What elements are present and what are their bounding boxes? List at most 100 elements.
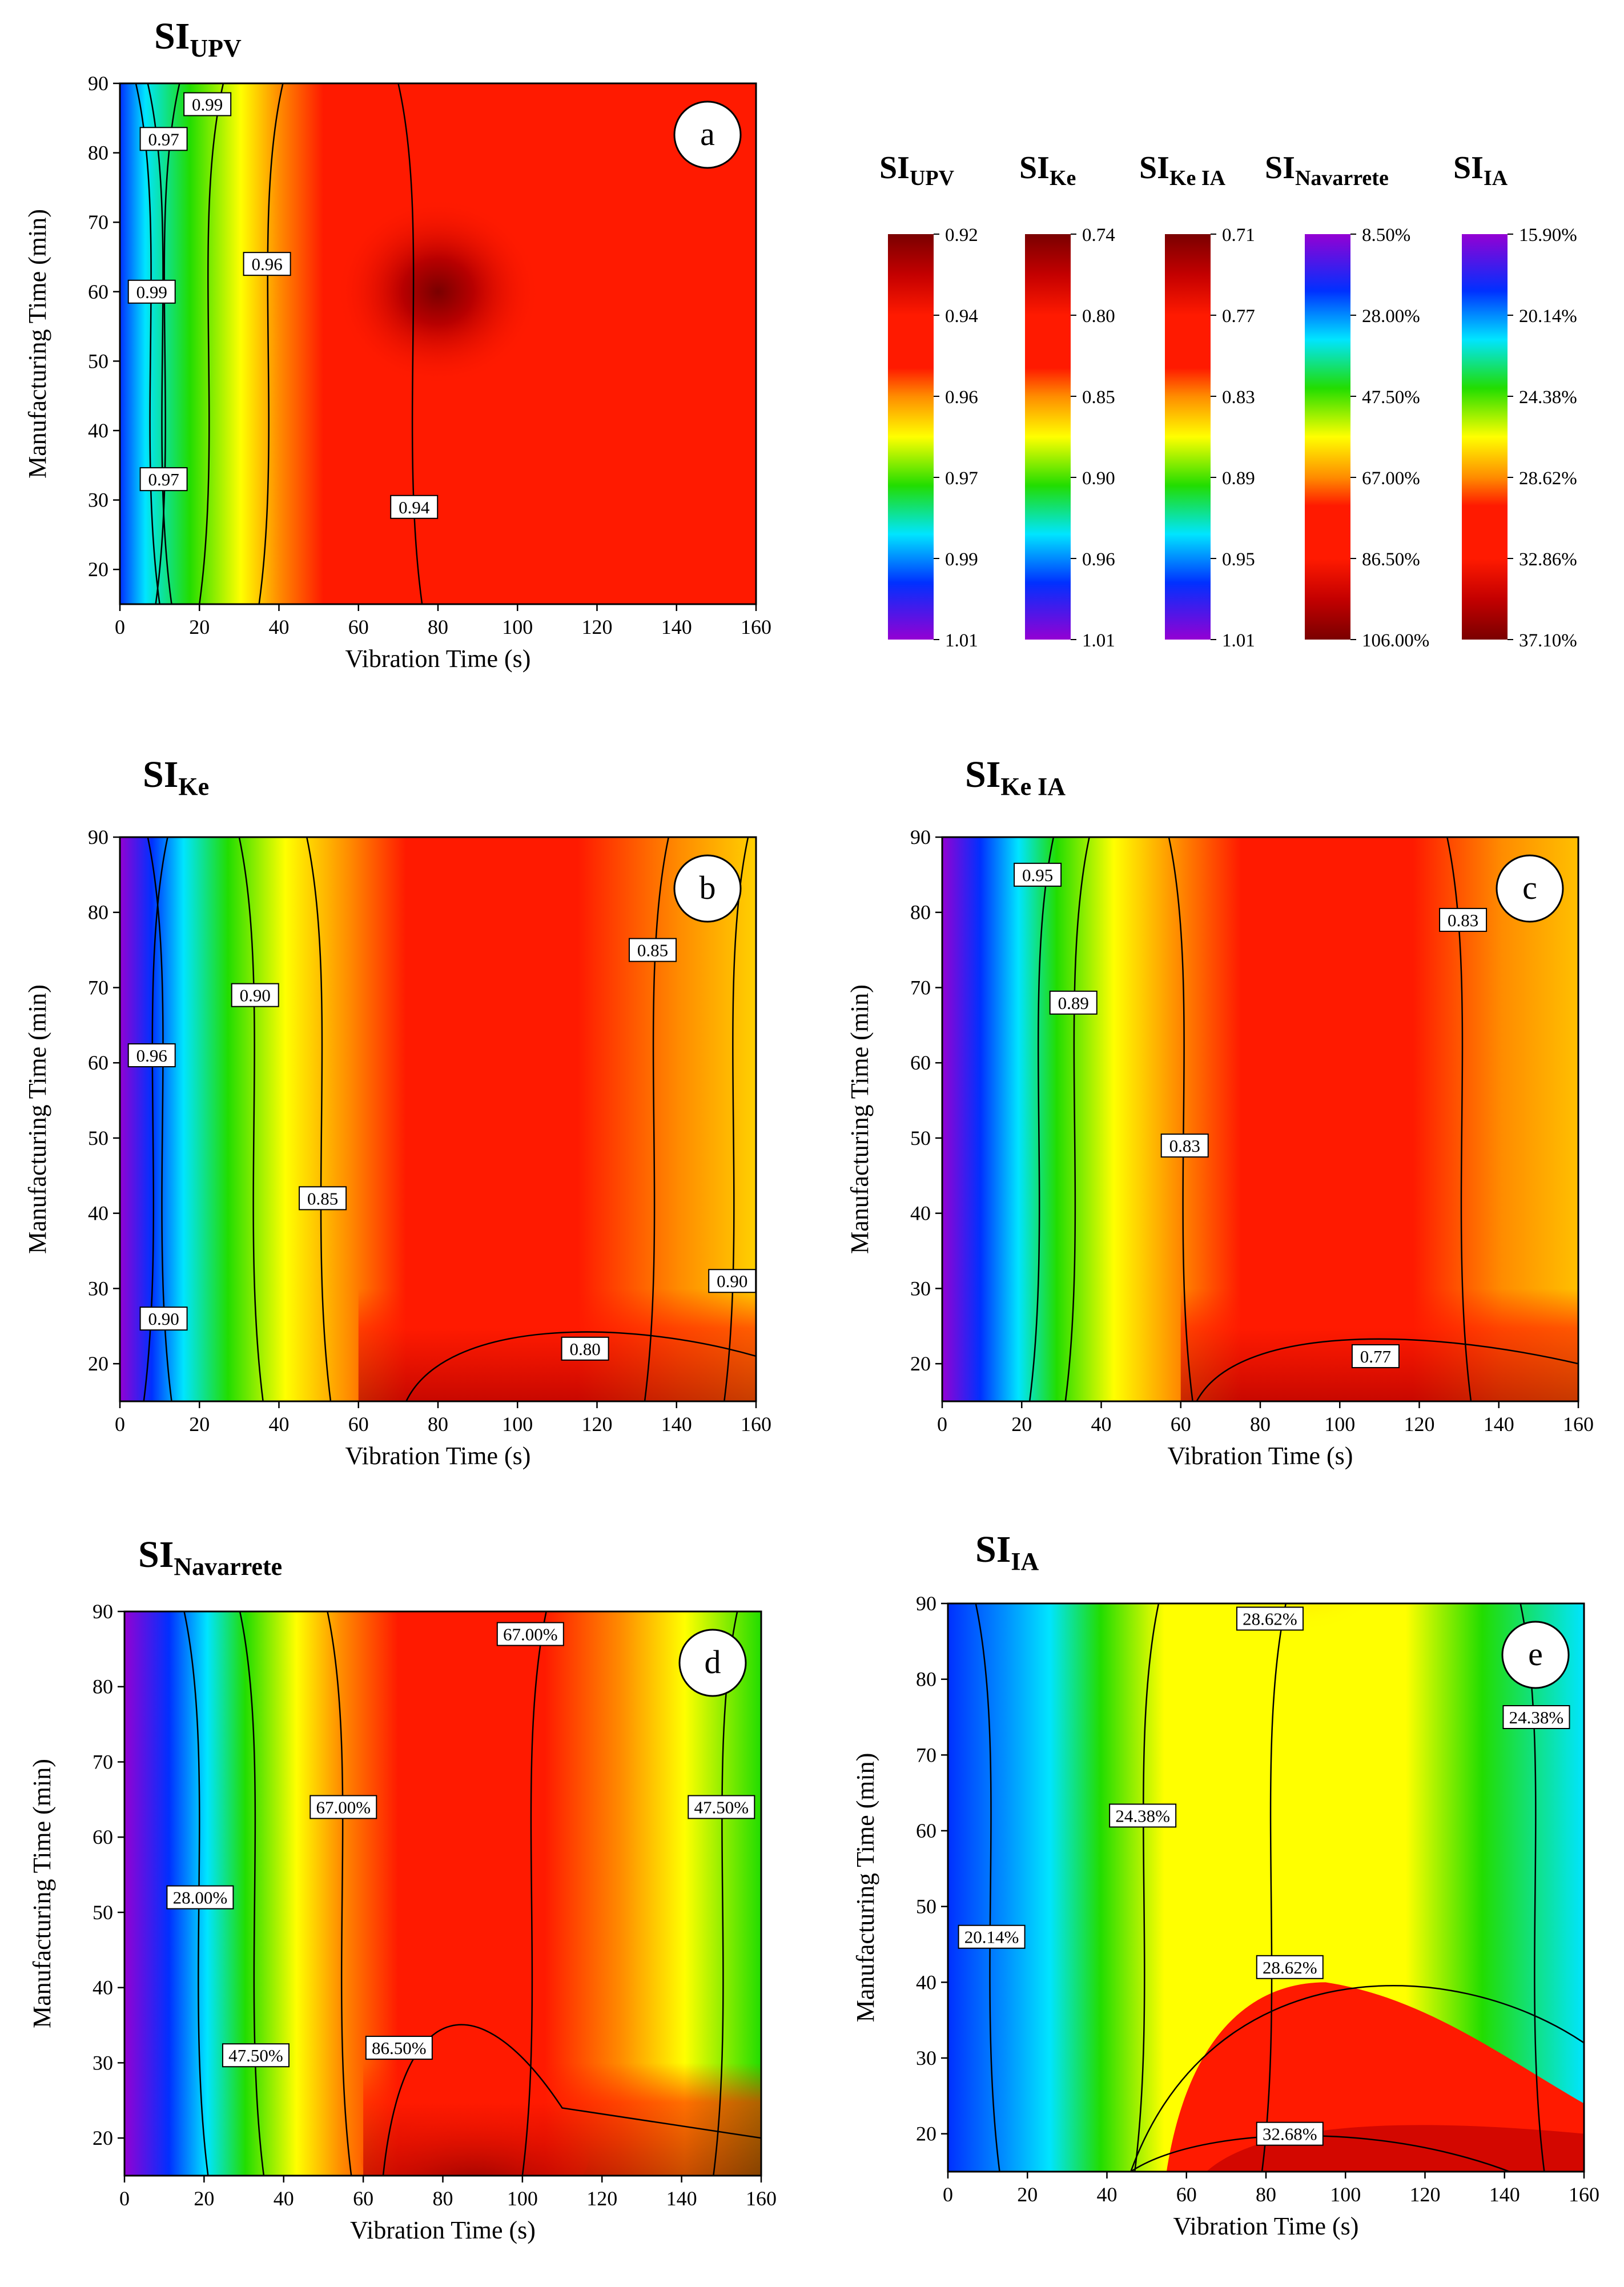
colorbar-title-main: SI <box>1453 150 1484 186</box>
contour-label: 0.90 <box>139 1307 188 1331</box>
contour-label-text: 86.50% <box>372 2038 427 2058</box>
contour-label-text: 0.90 <box>717 1271 747 1291</box>
panel-title-main: SI <box>154 15 190 57</box>
contour-line <box>239 1611 265 2176</box>
y-tick-label: 60 <box>93 1826 113 1848</box>
colorbar-title: SIKe IA <box>1139 150 1226 190</box>
contour-label-box <box>688 1795 755 1819</box>
y-tick-label: 40 <box>93 1976 113 1999</box>
panel-title-main: SI <box>965 754 1000 795</box>
contour-line <box>1028 837 1055 1401</box>
y-tick-label: 70 <box>88 211 108 234</box>
panel-badge-letter: c <box>1522 869 1537 906</box>
y-axis-label: Manufacturing Time (min) <box>23 209 51 479</box>
contour-label: 20.14% <box>958 1924 1026 1949</box>
contour-label-text: 0.83 <box>1448 910 1478 930</box>
contour-label-box <box>1109 1803 1177 1828</box>
contour-label-text: 20.14% <box>964 1927 1019 1947</box>
colorbar-tick-label: 67.00% <box>1362 468 1420 489</box>
panel-e: 28.62% 24.38% 24.38% 20.14% 28.62% 32.68% e 0 20… <box>851 1529 1599 2240</box>
contour-label: 28.62% <box>1256 1955 1324 1979</box>
panel-badge <box>678 1629 747 1697</box>
contour-label-box <box>139 1307 188 1331</box>
colorbar-title-sub: Navarrete <box>1295 166 1389 190</box>
y-tick-label: 90 <box>916 1592 936 1615</box>
contour-label-box <box>1014 862 1062 887</box>
contour-label-text: 24.38% <box>1509 1707 1564 1727</box>
panel-title-main: SI <box>138 1534 174 1575</box>
panel-title: SINavarrete <box>138 1534 282 1581</box>
contour-label-box <box>1439 907 1488 932</box>
contour-label: 0.94 <box>390 495 439 519</box>
contour-label: 0.90 <box>231 983 279 1007</box>
contour-label-text: 67.00% <box>503 1625 558 1645</box>
colorbar-title-main: SI <box>879 150 910 186</box>
x-tick-label: 0 <box>115 616 125 638</box>
panel-title-sub: Navarrete <box>174 1553 282 1581</box>
contour-lines <box>1028 837 1578 1401</box>
contour-label: 0.90 <box>708 1269 757 1293</box>
y-tick-label: 90 <box>910 826 931 849</box>
panel-title-sub: IA <box>1011 1548 1039 1575</box>
x-tick-label: 80 <box>433 2187 453 2210</box>
contour-line <box>382 2024 761 2176</box>
contour-label-box <box>365 2036 433 2060</box>
contour-line <box>1261 1603 1287 2172</box>
contour-label: 0.97 <box>139 127 188 151</box>
contour-label-text: 0.97 <box>148 129 179 149</box>
x-tick-label: 140 <box>661 1413 692 1436</box>
x-tick-label: 40 <box>1091 1413 1112 1436</box>
contour-label: 0.97 <box>139 467 188 492</box>
x-tick-label: 160 <box>1563 1413 1594 1436</box>
contour-label: 67.00% <box>309 1795 377 1819</box>
colorbar-title: SIIA <box>1453 150 1508 190</box>
y-tick-label: 50 <box>910 1127 931 1149</box>
y-tick-label: 80 <box>88 901 108 924</box>
colorbar-tick-label: 1.01 <box>1082 630 1115 651</box>
colorbar-title: SINavarrete <box>1265 150 1389 190</box>
x-tick-label: 20 <box>1017 2183 1038 2206</box>
x-tick-label: 40 <box>269 616 290 638</box>
colorbar-tick-label: 106.00% <box>1362 630 1429 651</box>
y-tick-label: 20 <box>916 2123 936 2145</box>
contour-label-box <box>309 1795 377 1819</box>
x-tick-label: 60 <box>348 616 369 638</box>
y-tick-label: 40 <box>88 419 108 442</box>
contour-line <box>306 837 332 1401</box>
contour-line <box>258 83 284 604</box>
contour-label-text: 0.99 <box>192 94 223 114</box>
colorbar-navarrete: SINavarrete 8.50% 28.00% 47.50% 67.00% 86.50%… <box>1265 150 1429 651</box>
contour-label-box <box>561 1336 609 1361</box>
y-tick-label: 20 <box>93 2127 113 2149</box>
x-tick-label: 100 <box>1324 1413 1355 1436</box>
colorbar-title-main: SI <box>1139 150 1169 186</box>
y-tick-label: 30 <box>916 2047 936 2069</box>
x-tick-label: 60 <box>348 1413 369 1436</box>
x-tick-label: 20 <box>189 616 210 638</box>
x-tick-label: 140 <box>666 2187 697 2210</box>
x-axis-label: Vibration Time (s) <box>345 1442 531 1470</box>
y-tick-label: 40 <box>910 1202 931 1225</box>
colorbar-bar <box>888 234 934 640</box>
y-tick-label: 80 <box>916 1668 936 1691</box>
y-tick-label: 80 <box>93 1675 113 1698</box>
contour-label-text: 0.95 <box>1022 865 1053 885</box>
colorbar-title-sub: Ke <box>1050 166 1076 190</box>
colorbar-title-sub: Ke IA <box>1169 166 1226 190</box>
colorbar-title-sub: IA <box>1484 166 1508 190</box>
contour-label: 0.99 <box>183 92 232 116</box>
y-tick-label: 50 <box>88 1127 108 1149</box>
contour-label-text: 28.00% <box>173 1888 228 1908</box>
contour-label-text: 0.94 <box>399 497 430 517</box>
colorbar-upv: SIUPV 0.92 0.94 0.96 0.97 0.99 1.01 <box>879 150 978 651</box>
y-tick-label: 40 <box>88 1202 108 1225</box>
colorbar-title: SIUPV <box>879 150 955 190</box>
contour-label-box <box>1351 1344 1400 1368</box>
contour-line <box>1130 1985 1584 2172</box>
x-tick-label: 40 <box>274 2187 294 2210</box>
panel-badge-letter: d <box>705 1643 721 1681</box>
contour-line <box>1130 2135 1512 2172</box>
x-tick-label: 120 <box>582 1413 613 1436</box>
contour-label-box <box>139 467 188 492</box>
